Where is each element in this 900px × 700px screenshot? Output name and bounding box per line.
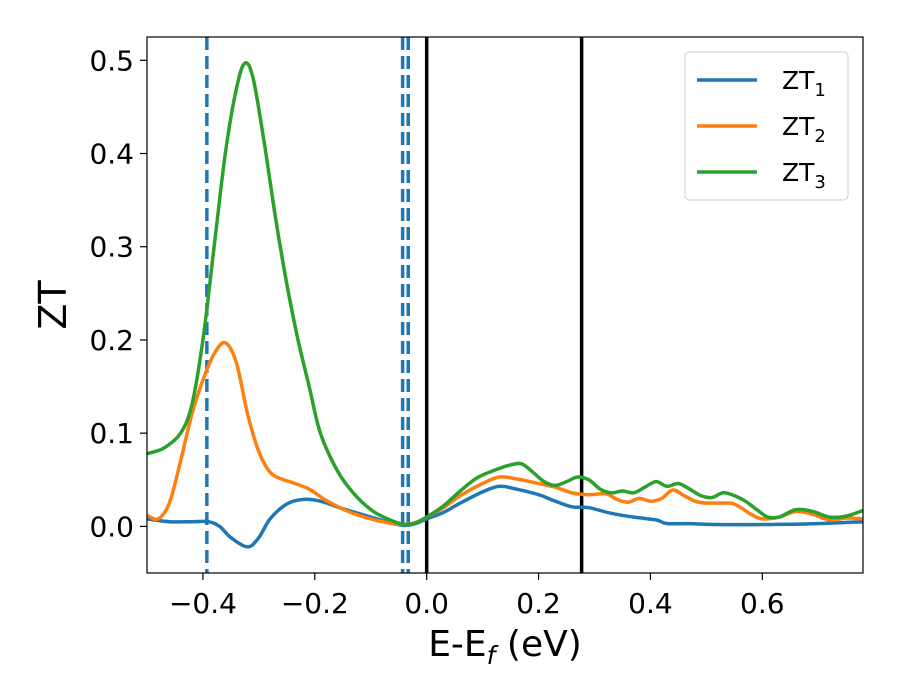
x-axis-label: E-Ef (eV)	[428, 624, 582, 670]
series-line-zt2	[147, 340, 863, 527]
x-tick-label: 0.2	[516, 587, 561, 620]
series-lines	[147, 61, 863, 549]
y-tick-label: 0.2	[89, 324, 134, 357]
legend-box	[684, 51, 849, 201]
legend-label-zt3: ZT3	[782, 158, 826, 193]
y-tick-label: 0.0	[89, 510, 134, 543]
x-axis-label-unit: (eV)	[495, 624, 581, 665]
series-line-zt3	[147, 61, 863, 527]
y-axis-ticks: 0.0 0.1 0.2 0.3 0.4 0.5	[89, 44, 147, 543]
plot-frame	[146, 36, 864, 574]
x-tick-label: 0.4	[628, 587, 673, 620]
x-tick-label: −0.2	[281, 587, 349, 620]
x-axis-ticks: −0.4 −0.2 0.0 0.2 0.4 0.6	[169, 573, 785, 620]
x-axis-label-main: E-E	[428, 624, 486, 665]
y-tick-label: 0.3	[89, 231, 134, 264]
x-tick-label: 0.0	[404, 587, 449, 620]
legend-label-zt2: ZT2	[782, 112, 826, 147]
y-tick-label: 0.1	[89, 417, 134, 450]
x-tick-label: −0.4	[169, 587, 237, 620]
y-axis-label: ZT	[31, 280, 75, 330]
x-tick-label: 0.6	[740, 587, 785, 620]
legend: ZT1 ZT2 ZT3	[684, 51, 849, 201]
y-tick-label: 0.4	[89, 138, 134, 171]
legend-label-zt1: ZT1	[782, 66, 826, 101]
y-tick-label: 0.5	[89, 44, 134, 77]
series-line-zt1	[147, 484, 863, 549]
